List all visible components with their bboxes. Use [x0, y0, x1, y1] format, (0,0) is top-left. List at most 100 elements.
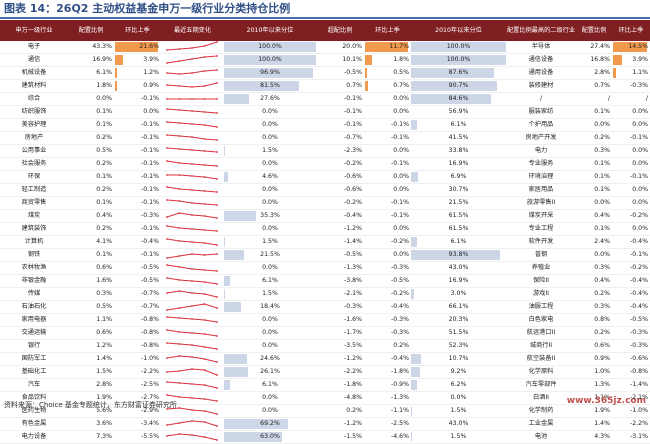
percentile-cell: 24.6% [224, 353, 316, 366]
trend-point [203, 242, 206, 244]
trend-cell [161, 288, 224, 301]
trend-point [166, 134, 168, 136]
bar-value-label: 0.5% [393, 69, 409, 76]
percentile-cell: 18.4% [224, 301, 316, 314]
sub-qoq-cell: -0.4% [612, 301, 650, 314]
trend-point [203, 346, 206, 348]
percentile-fill [224, 380, 230, 390]
bar-value-label: -0.1% [391, 199, 409, 206]
bar-value-label: 0.0% [632, 186, 648, 193]
bar-value-label: -0.5% [630, 316, 648, 323]
sub-industry-cell: 电池 [534, 433, 548, 440]
bar-value-label: -0.1% [391, 160, 409, 167]
qoq-cell: 0.0% [114, 106, 161, 119]
over-qoq-cell: 0.0% [364, 249, 411, 262]
over-percentile-cell: 61.5% [411, 210, 506, 223]
percentile-label: 43.0% [448, 264, 469, 271]
bar-value-label: -0.1% [141, 160, 159, 167]
trend-sparkline [166, 69, 218, 75]
percentile-cell: 6.1% [224, 275, 316, 288]
trend-sparkline [166, 381, 218, 389]
percentile-cell: 6.1% [224, 379, 316, 392]
percentile-cell: 1.5% [224, 236, 316, 249]
bar-value-label: -0.1% [141, 95, 159, 102]
sub-industry-cell: 油服工程 [528, 303, 554, 310]
table-body: 电子 43.3% 21.6% 100.0% 20.0% 11.7% 100.0% 半导体 27.… [0, 41, 650, 444]
trend-cell [161, 223, 224, 236]
percentile-fill [224, 81, 299, 91]
overweight-cell: -1.3% [344, 264, 362, 271]
table-row: 综合 0.0% -0.1% 27.6% -0.1% 0.0% 84.6% / / / [0, 93, 650, 106]
over-percentile-cell: 93.8% [411, 249, 506, 262]
overweight-cell: -3.5% [344, 342, 362, 349]
percentile-label: 1.5% [450, 407, 467, 414]
sub-industry-cell: 化学原料 [528, 368, 554, 375]
trend-cell [161, 132, 224, 145]
weight-cell: 0.1% [96, 251, 112, 258]
trend-point [166, 257, 168, 259]
weight-cell: 1.2% [96, 342, 112, 349]
table-row: 国防军工 1.4% -1.0% 24.6% -1.2% -0.4% 10.7% 航空装备II 0… [0, 353, 650, 366]
sub-industry-cell: 装修建材 [528, 82, 554, 89]
percentile-label: 66.1% [448, 303, 469, 310]
trend-point [203, 203, 206, 205]
trend-point [216, 165, 218, 167]
percentile-cell: 0.0% [224, 223, 316, 236]
sub-qoq-cell: -0.4% [612, 275, 650, 288]
percentile-fill [224, 250, 244, 260]
percentile-label: 96.9% [260, 69, 280, 76]
sub-weight-cell: 1.0% [594, 368, 610, 375]
bar-value-label: -0.1% [141, 134, 159, 141]
percentile-label: 27.6% [260, 95, 280, 102]
sub-qoq-cell: 0.0% [612, 106, 650, 119]
bar-value-label: 0.0% [393, 95, 409, 102]
overweight-cell: -0.5% [344, 251, 362, 258]
col-header: 配置比例 [576, 20, 612, 41]
percentile-cell: 4.6% [224, 171, 316, 184]
trend-point [166, 381, 168, 383]
trend-sparkline [166, 82, 218, 88]
percentile-cell: 0.0% [224, 340, 316, 353]
sub-qoq-cell: 0.0% [612, 145, 650, 158]
over-qoq-cell: -0.1% [364, 158, 411, 171]
trend-cell [161, 418, 224, 431]
bar-value-label: -0.3% [630, 329, 648, 336]
trend-sparkline [166, 355, 218, 363]
percentile-label: 100.0% [258, 56, 282, 63]
sub-industry-cell: 旅游零售II [526, 199, 556, 206]
percentile-cell: 100.0% [224, 54, 316, 67]
trend-point [178, 290, 181, 292]
percentile-label: 26.1% [260, 368, 280, 375]
percentile-label: 69.2% [260, 420, 280, 427]
bar-value-label: -3.1% [630, 433, 648, 440]
table-row: 美容护理 0.1% -0.1% 0.0% -0.1% -0.1% 6.1% 个护用品 0.0% 0… [0, 119, 650, 132]
bar-fill [365, 55, 372, 65]
over-percentile-cell: 43.0% [411, 262, 506, 275]
bar-value-label: -0.1% [391, 212, 409, 219]
bar-fill [115, 55, 123, 65]
qoq-cell: -0.1% [114, 184, 161, 197]
trend-point [166, 292, 168, 294]
over-qoq-cell: 0.0% [364, 93, 411, 106]
sub-weight-cell: 0.6% [594, 342, 610, 349]
trend-point [191, 434, 193, 436]
sub-weight-cell: 0.1% [594, 108, 610, 115]
bar-value-label: 1.1% [632, 69, 648, 76]
over-qoq-cell: -4.6% [364, 431, 411, 444]
sub-qoq-cell: / [612, 93, 650, 106]
industry-cell: 计算机 [24, 238, 44, 245]
trend-point [166, 408, 168, 410]
percentile-label: 0.0% [262, 134, 278, 141]
bar-value-label: -0.3% [391, 264, 409, 271]
sub-qoq-cell: -0.2% [612, 210, 650, 223]
trend-sparkline [166, 253, 218, 259]
bar-value-label: -0.4% [391, 355, 409, 362]
trend-cell [161, 262, 224, 275]
bar-value-label: -2.1% [630, 394, 648, 401]
overweight-cell: -0.6% [344, 173, 362, 180]
trend-point [178, 307, 181, 309]
industry-cell: 建筑装饰 [21, 225, 47, 232]
weight-cell: 16.9% [92, 56, 112, 63]
table-row: 基础化工 1.5% -2.2% 26.1% -2.2% -1.8% 9.2% 化学原料 1.0%… [0, 366, 650, 379]
overweight-cell: -0.2% [344, 160, 362, 167]
